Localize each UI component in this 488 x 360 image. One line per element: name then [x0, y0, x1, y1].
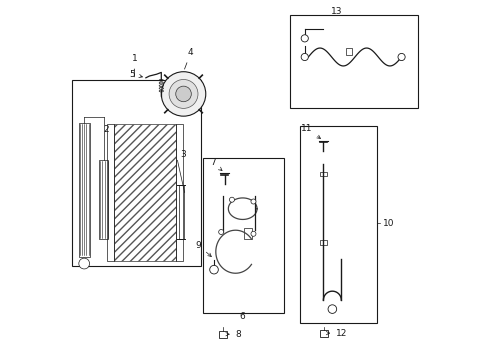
- Text: 13: 13: [330, 7, 342, 16]
- Bar: [99, 160, 108, 239]
- Text: 8: 8: [225, 330, 241, 339]
- Circle shape: [327, 305, 336, 314]
- Text: 9: 9: [195, 241, 211, 257]
- Circle shape: [250, 231, 255, 236]
- Bar: [72, 80, 201, 266]
- Circle shape: [301, 53, 308, 60]
- Bar: [346, 48, 352, 55]
- Text: 12: 12: [325, 329, 346, 338]
- Bar: [290, 15, 417, 108]
- Text: 4: 4: [184, 48, 193, 69]
- Bar: [113, 125, 176, 261]
- Circle shape: [218, 229, 223, 234]
- Bar: [244, 228, 251, 239]
- Bar: [219, 330, 227, 338]
- Bar: [176, 125, 183, 261]
- Text: 1: 1: [131, 54, 137, 77]
- Bar: [178, 185, 183, 239]
- Circle shape: [161, 72, 205, 116]
- Circle shape: [175, 86, 191, 102]
- Bar: [319, 240, 326, 244]
- Text: 3: 3: [180, 150, 185, 159]
- Circle shape: [169, 80, 198, 108]
- Bar: [300, 126, 376, 323]
- Bar: [203, 158, 284, 313]
- Bar: [319, 172, 326, 176]
- Text: 7: 7: [210, 158, 222, 171]
- Circle shape: [250, 199, 255, 204]
- Bar: [319, 329, 327, 337]
- Text: 10: 10: [383, 219, 394, 228]
- Circle shape: [301, 35, 308, 42]
- Bar: [107, 125, 113, 261]
- Circle shape: [397, 53, 405, 60]
- Text: 6: 6: [239, 312, 244, 321]
- Circle shape: [79, 258, 89, 269]
- Bar: [79, 123, 89, 257]
- Circle shape: [229, 197, 234, 202]
- Text: 5: 5: [129, 70, 142, 79]
- Text: 2: 2: [103, 125, 109, 134]
- Circle shape: [209, 265, 218, 274]
- Text: 11: 11: [301, 125, 320, 139]
